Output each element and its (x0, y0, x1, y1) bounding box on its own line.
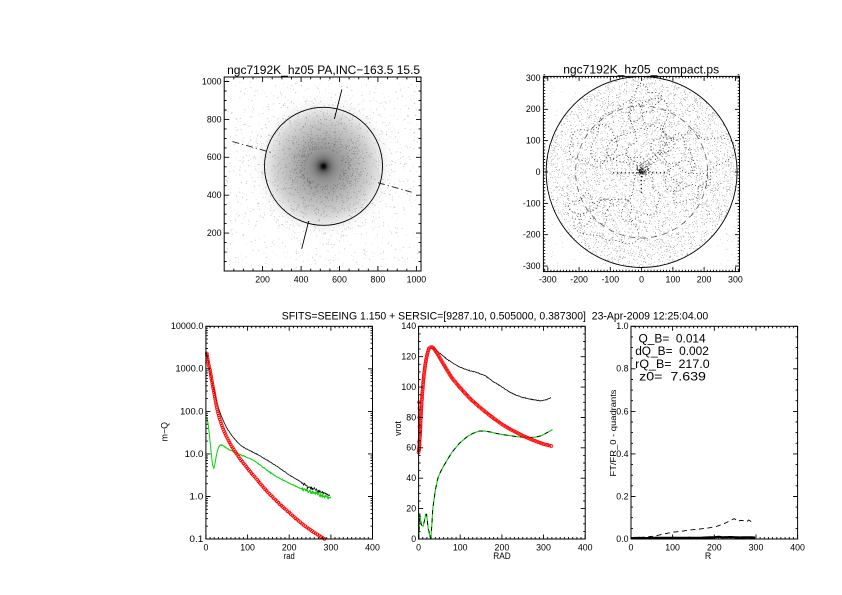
svg-text:800: 800 (207, 114, 222, 124)
svg-text:-300: -300 (523, 261, 541, 271)
svg-text:-100: -100 (523, 198, 541, 208)
svg-text:100: 100 (666, 275, 681, 285)
svg-text:0: 0 (536, 167, 541, 177)
svg-text:1000.0: 1000.0 (176, 364, 204, 374)
svg-text:40: 40 (406, 473, 416, 483)
svg-text:z0= 7.639: z0= 7.639 (635, 369, 706, 383)
svg-text:100.0: 100.0 (180, 406, 203, 416)
svg-text:300: 300 (526, 73, 541, 83)
svg-text:400: 400 (578, 543, 593, 553)
svg-text:800: 800 (371, 275, 386, 285)
svg-text:80: 80 (406, 412, 416, 422)
svg-text:0.1: 0.1 (189, 534, 203, 544)
svg-text:100: 100 (240, 543, 255, 553)
svg-text:0: 0 (416, 543, 421, 553)
svg-text:100: 100 (665, 543, 680, 553)
svg-text:FT/FR_0 - quadrants: FT/FR_0 - quadrants (608, 390, 618, 477)
svg-text:1.0: 1.0 (189, 491, 203, 501)
svg-text:0.2: 0.2 (616, 491, 628, 501)
svg-text:200: 200 (697, 275, 712, 285)
svg-text:-200: -200 (570, 275, 588, 285)
svg-text:RAD: RAD (493, 551, 511, 561)
svg-text:200: 200 (282, 543, 297, 553)
svg-text:200: 200 (255, 275, 270, 285)
svg-text:400: 400 (790, 543, 805, 553)
svg-text:400: 400 (294, 275, 309, 285)
svg-text:-300: -300 (539, 275, 557, 285)
svg-text:60: 60 (406, 443, 416, 453)
svg-text:140: 140 (401, 321, 416, 331)
svg-text:ngc7192K_hz05_compact.ps: ngc7192K_hz05_compact.ps (563, 63, 719, 77)
svg-text:300: 300 (749, 543, 764, 553)
svg-text:1.0: 1.0 (616, 321, 628, 331)
svg-text:0: 0 (629, 543, 634, 553)
svg-text:1000: 1000 (407, 275, 427, 285)
svg-text:10.0: 10.0 (185, 449, 204, 459)
svg-text:-100: -100 (601, 275, 619, 285)
svg-text:0: 0 (411, 534, 416, 544)
svg-text:20: 20 (406, 504, 416, 514)
svg-text:R: R (705, 551, 711, 561)
svg-text:ngc7192K_hz05 PA,INC−163.5 15.: ngc7192K_hz05 PA,INC−163.5 15.5 (227, 63, 420, 77)
svg-text:0.6: 0.6 (616, 406, 628, 416)
svg-text:Q_B= 0.014: Q_B= 0.014 (635, 332, 706, 346)
svg-text:0.4: 0.4 (616, 449, 628, 459)
svg-text:100: 100 (401, 382, 416, 392)
svg-text:rQ_B= 217.0: rQ_B= 217.0 (635, 357, 710, 371)
svg-text:rad: rad (284, 551, 295, 561)
svg-text:600: 600 (332, 275, 347, 285)
svg-text:0: 0 (203, 543, 208, 553)
svg-text:300: 300 (728, 275, 743, 285)
svg-text:400: 400 (365, 543, 380, 553)
svg-text:400: 400 (207, 190, 222, 200)
svg-text:-200: -200 (523, 230, 541, 240)
svg-text:100: 100 (453, 543, 468, 553)
svg-text:120: 120 (401, 352, 416, 362)
svg-text:10000.0: 10000.0 (171, 321, 204, 331)
svg-text:m−Q: m−Q (159, 422, 169, 441)
svg-text:200: 200 (526, 104, 541, 114)
svg-text:600: 600 (207, 152, 222, 162)
svg-text:300: 300 (536, 543, 551, 553)
svg-text:0: 0 (639, 275, 644, 285)
svg-text:0.8: 0.8 (616, 364, 628, 374)
svg-text:100: 100 (526, 136, 541, 146)
svg-text:1000: 1000 (202, 76, 222, 86)
svg-text:vrot: vrot (393, 421, 403, 436)
svg-text:200: 200 (495, 543, 510, 553)
svg-text:200: 200 (207, 228, 222, 238)
svg-text:300: 300 (324, 543, 339, 553)
svg-text:200: 200 (707, 543, 722, 553)
svg-text:0.0: 0.0 (616, 534, 628, 544)
svg-text:dQ_B= 0.002: dQ_B= 0.002 (635, 344, 709, 358)
svg-text:SFITS=SEEING 1.150 + SERSIC=[9: SFITS=SEEING 1.150 + SERSIC=[9287.10, 0.… (282, 310, 709, 322)
